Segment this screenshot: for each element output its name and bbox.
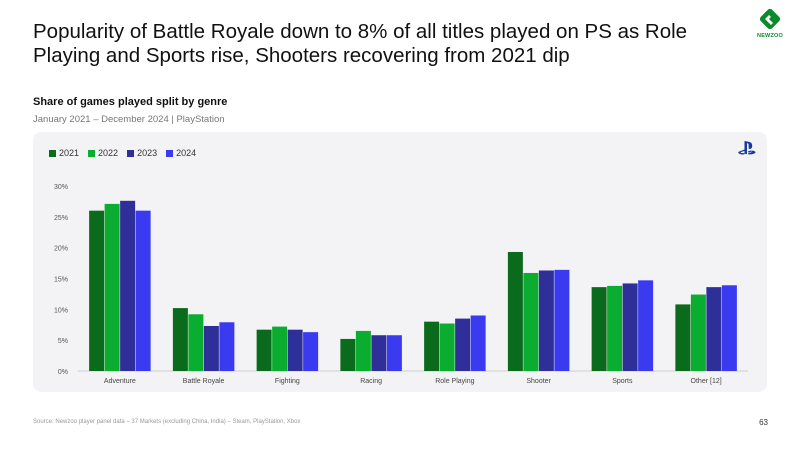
bar-2024 — [721, 285, 737, 371]
y-tick-label: 25% — [54, 215, 68, 222]
page-number: 63 — [759, 418, 768, 427]
chart-legend: 2021 2022 2023 2024 — [49, 148, 196, 158]
bar-2022 — [523, 272, 539, 371]
bar-2021 — [340, 338, 356, 371]
y-tick-label: 5% — [58, 338, 68, 345]
bar-2021 — [256, 329, 272, 371]
bar-2021 — [424, 321, 440, 371]
bar-2024 — [386, 335, 402, 371]
x-tick-label: Other [12] — [691, 378, 722, 385]
bar-2024 — [135, 210, 151, 371]
legend-swatch-2023 — [127, 149, 135, 157]
bar-2021 — [591, 287, 607, 371]
x-tick-label: Sports — [612, 378, 633, 385]
legend-swatch-2021 — [49, 149, 56, 157]
chart-title: Share of games played split by genre — [33, 96, 228, 108]
legend-item-2023: 2023 — [127, 148, 157, 158]
legend-label-2021: 2021 — [59, 148, 80, 158]
bar-2023 — [706, 287, 722, 371]
playstation-icon — [738, 141, 756, 155]
legend-item-2021: 2021 — [49, 148, 79, 158]
bar-2023 — [538, 270, 554, 371]
y-tick-label: 20% — [54, 246, 68, 253]
legend-label-2023: 2023 — [137, 148, 158, 158]
newzoo-logo-icon — [759, 8, 781, 30]
legend-item-2024: 2024 — [166, 148, 196, 158]
legend-swatch-2024 — [166, 149, 174, 157]
bar-2023 — [287, 329, 303, 371]
bar-2022 — [188, 314, 204, 371]
source-footnote: Source: Newzoo player panel data – 37 Ma… — [33, 419, 301, 425]
legend-label-2024: 2024 — [176, 148, 197, 158]
y-tick-label: 0% — [58, 369, 68, 376]
bar-2023 — [622, 283, 638, 371]
y-tick-label: 30% — [54, 184, 68, 191]
legend-item-2022: 2022 — [88, 148, 118, 158]
x-tick-label: Racing — [360, 378, 382, 385]
bar-2023 — [371, 335, 387, 371]
bar-2021 — [675, 304, 691, 371]
bar-2022 — [272, 326, 288, 371]
chart-subtitle: January 2021 – December 2024 | PlayStati… — [33, 114, 225, 125]
logo-wordmark: NEWZOO — [757, 33, 783, 39]
bar-2022 — [439, 323, 455, 371]
bar-2023 — [120, 200, 136, 371]
bar-2023 — [203, 325, 219, 371]
bar-2024 — [219, 322, 235, 371]
bar-2024 — [303, 332, 319, 371]
x-tick-label: Adventure — [104, 378, 136, 385]
genre-bar-chart: 0% 5% 10% 15% 20% 25% 30% Adventure Battle Royal… — [54, 184, 748, 385]
x-tick-label: Battle Royale — [183, 378, 225, 385]
legend-swatch-2022 — [88, 149, 96, 157]
bar-2022 — [104, 203, 120, 371]
bar-2024 — [554, 269, 570, 371]
bar-2022 — [355, 330, 371, 371]
bar-2024 — [638, 280, 654, 371]
page-title: Popularity of Battle Royale down to 8% o… — [33, 20, 688, 67]
bar-2024 — [470, 315, 486, 371]
legend-label-2022: 2022 — [98, 148, 119, 158]
bar-2022 — [607, 285, 623, 371]
y-tick-label: 15% — [54, 277, 68, 284]
bar-2021 — [172, 308, 188, 371]
x-tick-label: Shooter — [526, 378, 551, 385]
bar-2022 — [690, 294, 706, 371]
x-tick-label: Role Playing — [435, 378, 474, 385]
bar-2023 — [455, 318, 471, 371]
x-tick-label: Fighting — [275, 378, 300, 385]
bar-2021 — [507, 251, 523, 371]
y-tick-label: 10% — [54, 307, 68, 314]
bar-2021 — [89, 210, 105, 371]
